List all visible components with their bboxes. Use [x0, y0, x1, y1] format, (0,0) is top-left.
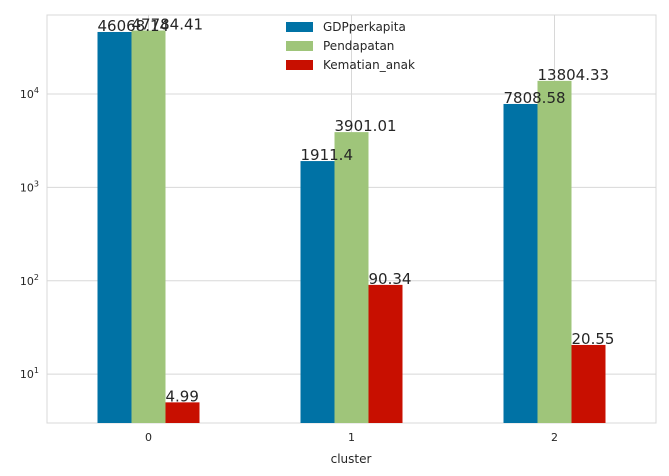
bar-kematian-anak: [571, 344, 606, 423]
bar-pendapatan: [334, 132, 369, 423]
legend-swatch: [286, 60, 313, 70]
x-tick-label: 0: [145, 431, 152, 444]
y-tick-label: 103: [20, 179, 39, 194]
data-label: 90.34: [369, 270, 412, 288]
data-label: 13804.33: [538, 66, 610, 84]
bar-kematian-anak: [368, 284, 403, 423]
data-label: 46068.14: [98, 17, 170, 35]
bar-kematian-anak: [165, 402, 200, 423]
y-tick-label: 101: [20, 366, 39, 381]
legend-label: Pendapatan: [323, 39, 394, 53]
legend: GDPperkapita Pendapatan Kematian_anak: [286, 20, 415, 72]
legend-swatch: [286, 22, 313, 32]
y-tick-label: 102: [20, 273, 39, 288]
bar-gdpperkapita: [300, 161, 335, 423]
data-labels: 46068.14 1911.4 7808.58 47784.41 3901.01 1380…: [98, 15, 615, 405]
legend-swatch: [286, 41, 313, 51]
x-tick-label: 2: [551, 431, 558, 444]
x-axis-title: cluster: [331, 452, 372, 466]
legend-label: GDPperkapita: [323, 20, 406, 34]
bar-pendapatan: [537, 80, 572, 423]
data-label: 3901.01: [335, 117, 397, 135]
x-axis-ticks: 0 1 2: [145, 431, 558, 444]
data-label: 7808.58: [504, 89, 566, 107]
bar-gdpperkapita: [97, 31, 132, 423]
data-label: 4.99: [166, 387, 199, 405]
bar-gdpperkapita: [503, 103, 538, 423]
legend-label: Kematian_anak: [323, 58, 415, 72]
x-tick-label: 1: [348, 431, 355, 444]
y-tick-label: 104: [20, 86, 39, 101]
data-label: 20.55: [572, 330, 615, 348]
data-label: 47784.41: [132, 15, 204, 33]
y-axis-ticks: 101 102 103 104: [20, 86, 39, 381]
bars: [97, 30, 606, 423]
data-label: 1911.4: [301, 146, 354, 164]
bar-pendapatan: [131, 30, 166, 423]
